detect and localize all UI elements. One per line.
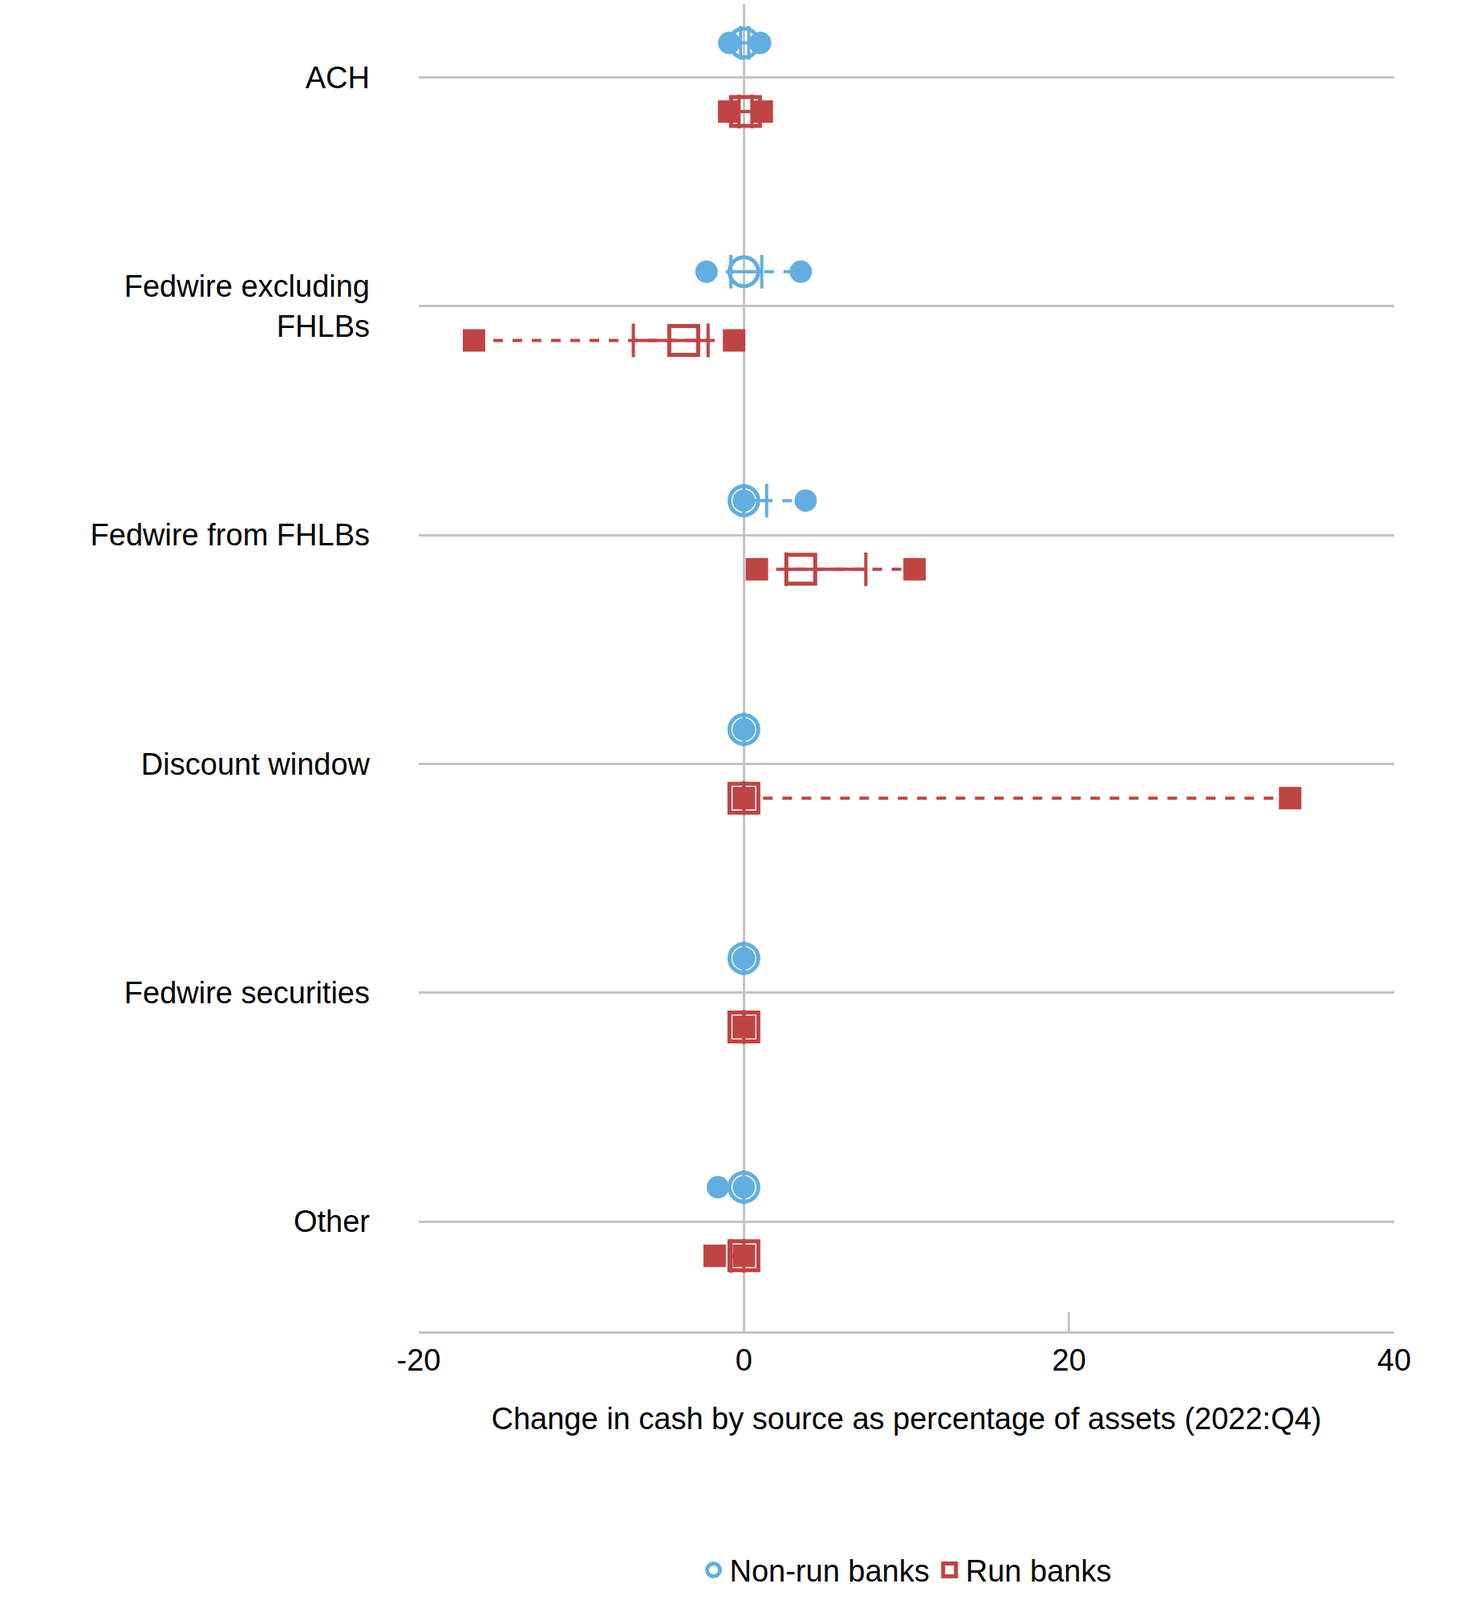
svg-text:-20: -20 <box>397 1343 442 1378</box>
svg-text:Non-run banks: Non-run banks <box>729 1554 930 1589</box>
svg-text:Fedwire from FHLBs: Fedwire from FHLBs <box>90 518 370 552</box>
svg-text:Fedwire excludingFHLBs: Fedwire excludingFHLBs <box>124 269 370 343</box>
svg-text:0: 0 <box>735 1343 753 1378</box>
svg-text:Discount window: Discount window <box>141 747 371 782</box>
svg-text:40: 40 <box>1377 1343 1412 1378</box>
svg-text:Change in cash by source as pe: Change in cash by source as percentage o… <box>490 1402 1322 1436</box>
svg-text:Fedwire securities: Fedwire securities <box>124 976 370 1010</box>
svg-text:Run banks: Run banks <box>965 1554 1112 1589</box>
svg-text:Other: Other <box>293 1204 370 1239</box>
svg-text:ACH: ACH <box>305 60 370 95</box>
svg-text:20: 20 <box>1052 1343 1087 1378</box>
